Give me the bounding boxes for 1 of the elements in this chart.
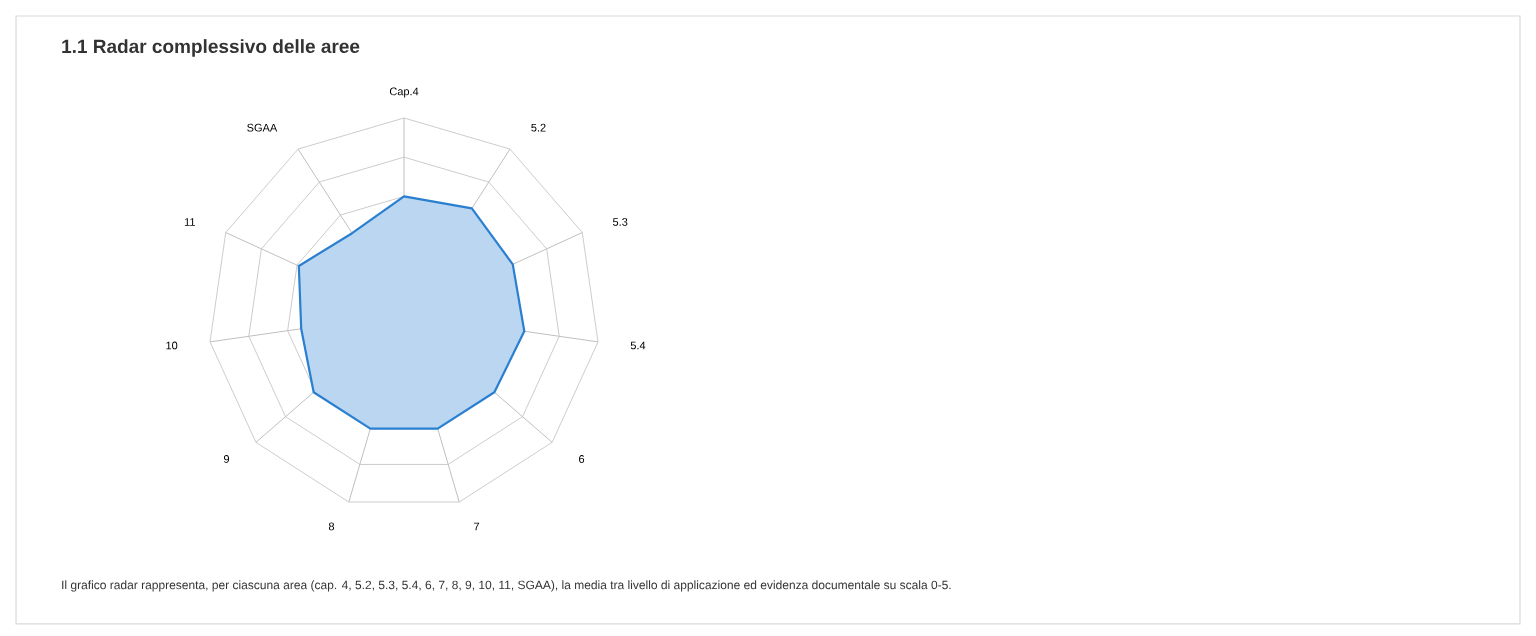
chart-title: 1.1 Radar complessivo delle aree xyxy=(62,39,360,57)
